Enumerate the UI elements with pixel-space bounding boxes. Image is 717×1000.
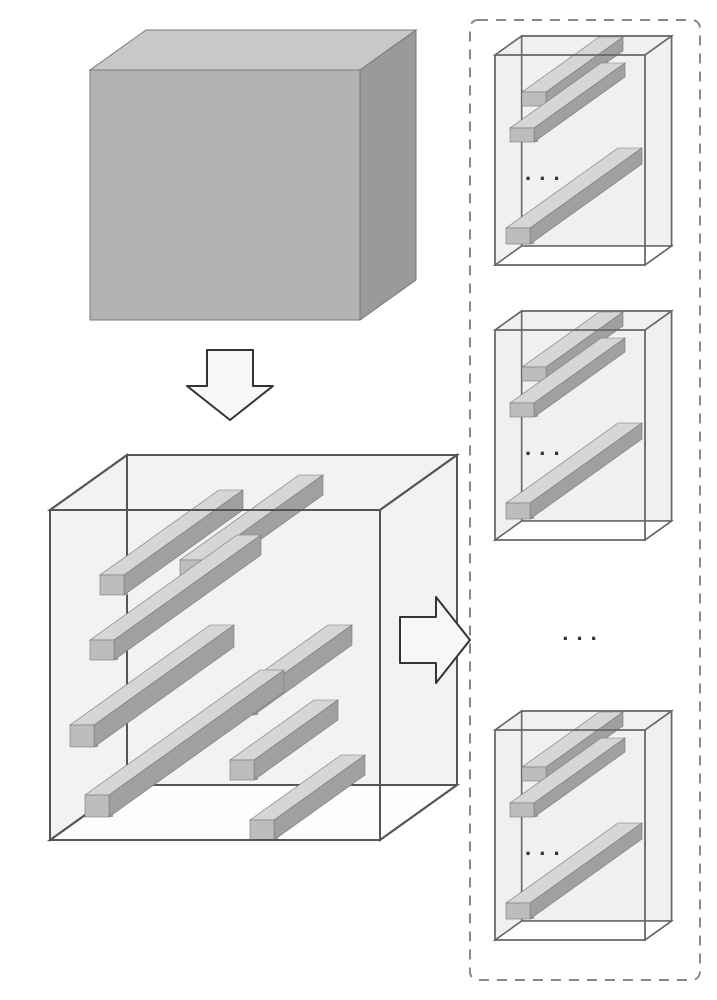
arrow-down — [187, 350, 273, 420]
slab-1-ellipsis: . . . — [525, 435, 561, 460]
diagram-canvas: . . . . . . . . . . . . — [0, 0, 717, 1000]
slab-0-ellipsis: . . . — [525, 160, 561, 185]
slab-group-ellipsis: . . . — [562, 620, 598, 645]
slab-2-ellipsis: . . . — [525, 835, 561, 860]
solid-cube — [90, 30, 416, 320]
